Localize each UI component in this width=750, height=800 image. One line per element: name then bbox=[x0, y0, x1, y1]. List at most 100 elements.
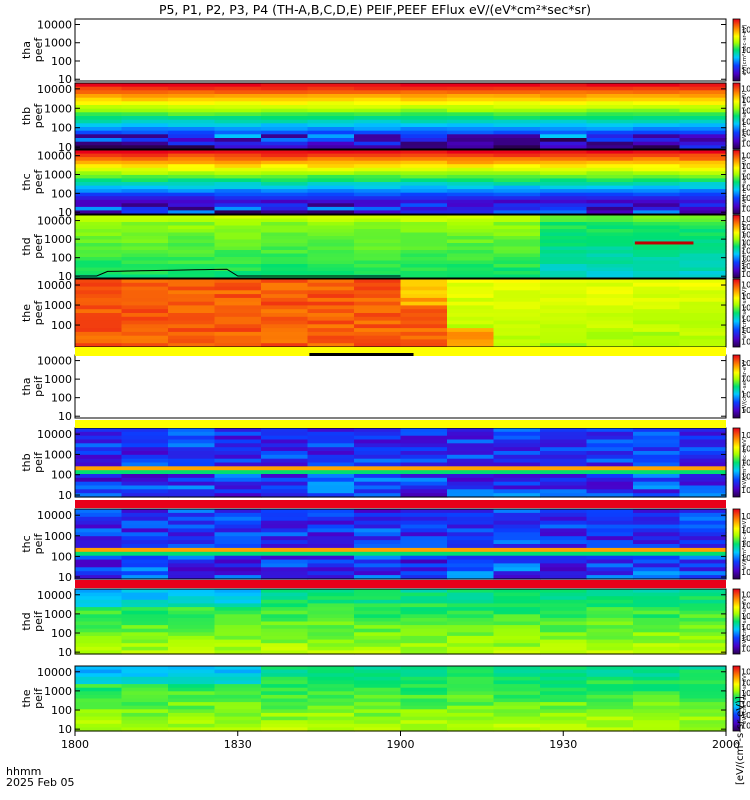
spectrogram-cell bbox=[261, 145, 309, 150]
spectrogram-cell bbox=[586, 544, 634, 549]
spectrogram-cell bbox=[540, 599, 588, 604]
spectrogram-cell bbox=[679, 127, 727, 132]
spectrogram-cell bbox=[354, 105, 402, 110]
spectrogram-cell bbox=[307, 290, 355, 295]
spectrogram-cell bbox=[307, 691, 355, 696]
spectrogram-cell bbox=[168, 454, 216, 460]
spectrogram-cell bbox=[493, 607, 541, 612]
spectrogram-cell bbox=[540, 94, 588, 99]
spectrogram-cell bbox=[447, 313, 495, 318]
spectrogram-cell bbox=[354, 709, 402, 714]
spectrogram-cell bbox=[586, 141, 634, 146]
spectrogram-cell bbox=[493, 282, 541, 288]
spectrogram-cell bbox=[261, 199, 309, 204]
spectrogram-cell bbox=[633, 116, 681, 121]
spectrogram-cell bbox=[307, 516, 355, 522]
spectrogram-cell bbox=[447, 206, 495, 212]
spectrogram-cell bbox=[75, 723, 123, 728]
spectrogram-cell bbox=[121, 727, 169, 732]
spectrogram-cell bbox=[261, 225, 309, 230]
spectrogram-cell bbox=[400, 512, 448, 518]
spectrogram-cell bbox=[75, 138, 123, 143]
spectrogram-cell bbox=[447, 485, 495, 490]
spectrogram-cell bbox=[586, 150, 634, 155]
spectrogram-cell bbox=[586, 305, 634, 310]
spectrogram-cell bbox=[121, 621, 169, 626]
spectrogram-cell bbox=[121, 290, 169, 295]
spectrogram-cell bbox=[75, 705, 123, 710]
spectrogram-cell bbox=[354, 160, 402, 165]
spectrogram-cell bbox=[447, 282, 495, 288]
spectrogram-cell bbox=[540, 225, 588, 230]
spectrogram-cell bbox=[586, 716, 634, 721]
spectrogram-cell bbox=[400, 632, 448, 637]
spectrogram-cell bbox=[75, 669, 123, 674]
spectrogram-cell bbox=[586, 264, 634, 269]
spectrogram-cell bbox=[168, 551, 216, 557]
spectrogram-cell bbox=[633, 443, 681, 448]
spectrogram-cell bbox=[168, 239, 216, 244]
spectrogram-cell bbox=[214, 589, 262, 594]
spectrogram-cell bbox=[168, 567, 216, 572]
spectrogram-cell bbox=[679, 493, 727, 498]
spectrogram-cell bbox=[214, 185, 262, 190]
spectrogram-cell bbox=[214, 485, 262, 490]
spectrogram-cell bbox=[168, 643, 216, 648]
spectrogram-cell bbox=[121, 628, 169, 633]
spectrogram-cell bbox=[261, 294, 309, 299]
spectrogram-cell bbox=[679, 257, 727, 262]
spectrogram-cell bbox=[168, 138, 216, 143]
spectrogram-cell bbox=[354, 320, 402, 325]
spectrogram-cell bbox=[679, 632, 727, 637]
spectrogram-cell bbox=[261, 524, 309, 530]
spectrogram-cell bbox=[447, 567, 495, 572]
spectrogram-cell bbox=[214, 628, 262, 633]
spectrogram-cell bbox=[121, 335, 169, 341]
colorbar bbox=[732, 354, 741, 419]
y-tick-label: 1000 bbox=[44, 233, 72, 246]
spectrogram-cell bbox=[679, 123, 727, 128]
spectrogram-cell bbox=[261, 544, 309, 549]
spectrogram-cell bbox=[586, 571, 634, 576]
spectrogram-cell bbox=[214, 528, 262, 533]
spectrogram-cell bbox=[493, 540, 541, 545]
spectrogram-cell bbox=[75, 625, 123, 630]
spectrogram-cell bbox=[447, 702, 495, 707]
spectrogram-cell bbox=[400, 253, 448, 258]
spectrogram-cell bbox=[261, 694, 309, 700]
spectrogram-cell bbox=[493, 673, 541, 678]
spectrogram-cell bbox=[261, 617, 309, 623]
spectrogram-cell bbox=[447, 551, 495, 557]
spectrogram-cell bbox=[540, 643, 588, 648]
spectrogram-cell bbox=[307, 164, 355, 169]
spectrogram-cell bbox=[307, 206, 355, 212]
spectrogram-cell bbox=[121, 454, 169, 460]
spectrogram-cell bbox=[121, 294, 169, 299]
panel-type-label: peif bbox=[32, 533, 45, 555]
spectrogram-cell bbox=[307, 599, 355, 604]
spectrogram-cell bbox=[447, 625, 495, 630]
spectrogram-cell bbox=[261, 290, 309, 295]
spectrogram-cell bbox=[493, 239, 541, 244]
spectrogram-cell bbox=[121, 250, 169, 255]
spectrogram-cell bbox=[633, 628, 681, 633]
spectrogram-cell bbox=[633, 229, 681, 234]
spectrogram-cell bbox=[75, 509, 123, 514]
spectrogram-cell bbox=[400, 282, 448, 288]
spectrogram-cell bbox=[121, 343, 169, 348]
spectrogram-cell bbox=[307, 607, 355, 612]
spectrogram-cell bbox=[633, 218, 681, 223]
spectrogram-cell bbox=[540, 174, 588, 180]
spectrogram-cell bbox=[400, 218, 448, 223]
spectrogram-cell bbox=[307, 462, 355, 467]
spectrogram-cell bbox=[400, 203, 448, 208]
panel-type-label: peef bbox=[32, 169, 45, 195]
spectrogram-cell bbox=[540, 290, 588, 295]
spectrogram-cell bbox=[354, 112, 402, 117]
spectrogram-cell bbox=[586, 532, 634, 537]
spectrogram-cell bbox=[493, 130, 541, 135]
spectrogram-cell bbox=[493, 189, 541, 194]
spectrogram-cell bbox=[447, 250, 495, 255]
spectrogram-cell bbox=[586, 702, 634, 707]
spectrogram-cell bbox=[679, 174, 727, 180]
